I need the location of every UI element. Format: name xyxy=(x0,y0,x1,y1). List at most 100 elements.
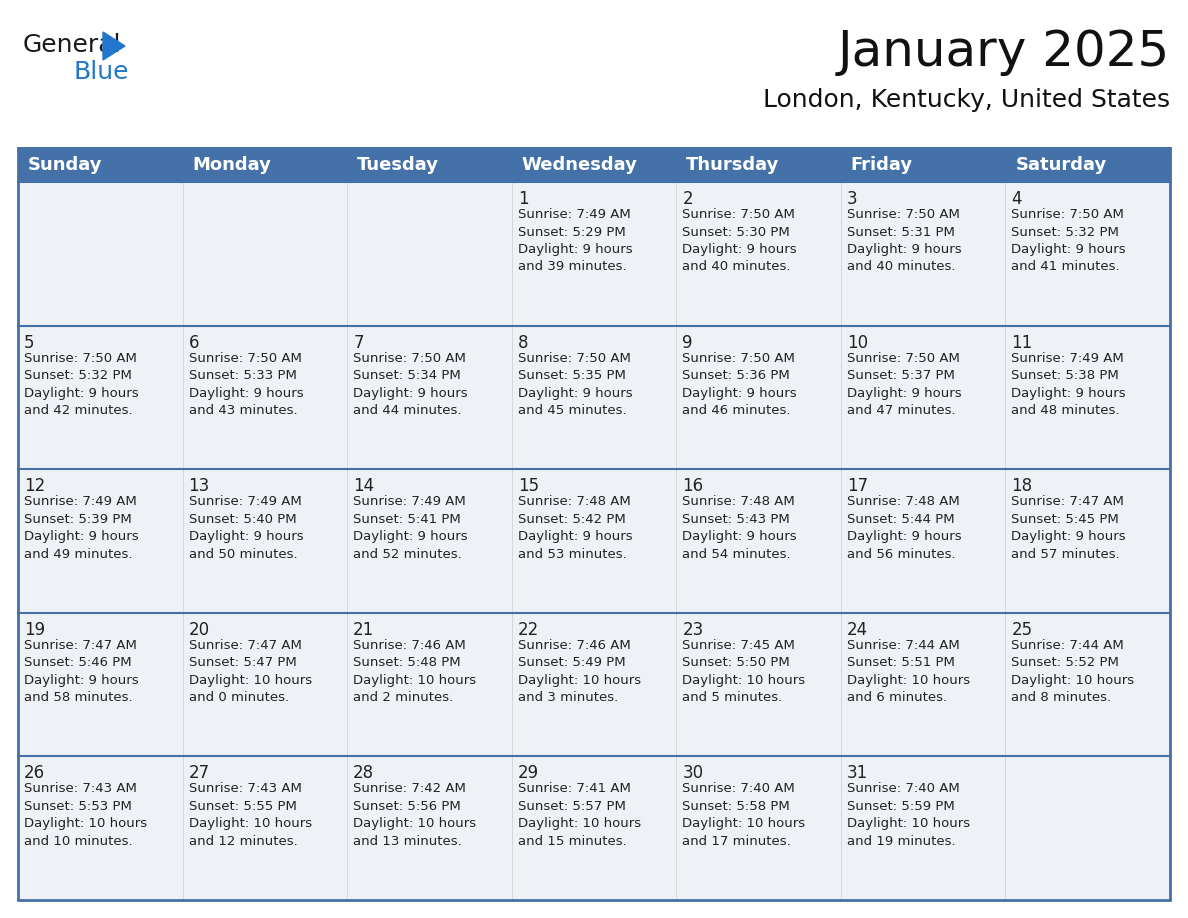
Text: Friday: Friday xyxy=(851,156,912,174)
Text: Thursday: Thursday xyxy=(687,156,779,174)
Bar xyxy=(183,182,347,326)
Text: Blue: Blue xyxy=(72,60,128,84)
Bar xyxy=(183,326,347,469)
Text: Sunrise: 7:50 AM
Sunset: 5:37 PM
Daylight: 9 hours
and 47 minutes.: Sunrise: 7:50 AM Sunset: 5:37 PM Dayligh… xyxy=(847,352,961,417)
Bar xyxy=(512,613,676,756)
Text: 17: 17 xyxy=(847,477,868,495)
Bar xyxy=(18,326,183,469)
Text: Sunrise: 7:49 AM
Sunset: 5:40 PM
Daylight: 9 hours
and 50 minutes.: Sunrise: 7:49 AM Sunset: 5:40 PM Dayligh… xyxy=(189,495,303,561)
Bar xyxy=(841,469,1005,613)
Text: General: General xyxy=(23,33,121,57)
Bar xyxy=(183,756,347,900)
Text: Sunrise: 7:50 AM
Sunset: 5:30 PM
Daylight: 9 hours
and 40 minutes.: Sunrise: 7:50 AM Sunset: 5:30 PM Dayligh… xyxy=(682,208,797,274)
Text: 31: 31 xyxy=(847,765,868,782)
Bar xyxy=(347,469,512,613)
Bar xyxy=(512,469,676,613)
Text: Sunrise: 7:42 AM
Sunset: 5:56 PM
Daylight: 10 hours
and 13 minutes.: Sunrise: 7:42 AM Sunset: 5:56 PM Dayligh… xyxy=(353,782,476,848)
Bar xyxy=(347,148,512,182)
Text: Monday: Monday xyxy=(192,156,271,174)
Text: Sunrise: 7:46 AM
Sunset: 5:49 PM
Daylight: 10 hours
and 3 minutes.: Sunrise: 7:46 AM Sunset: 5:49 PM Dayligh… xyxy=(518,639,640,704)
Bar xyxy=(1005,326,1170,469)
Text: Sunrise: 7:50 AM
Sunset: 5:34 PM
Daylight: 9 hours
and 44 minutes.: Sunrise: 7:50 AM Sunset: 5:34 PM Dayligh… xyxy=(353,352,468,417)
Bar xyxy=(676,613,841,756)
Text: Sunrise: 7:49 AM
Sunset: 5:41 PM
Daylight: 9 hours
and 52 minutes.: Sunrise: 7:49 AM Sunset: 5:41 PM Dayligh… xyxy=(353,495,468,561)
Text: 16: 16 xyxy=(682,477,703,495)
Text: 20: 20 xyxy=(189,621,210,639)
Text: Sunrise: 7:48 AM
Sunset: 5:42 PM
Daylight: 9 hours
and 53 minutes.: Sunrise: 7:48 AM Sunset: 5:42 PM Dayligh… xyxy=(518,495,632,561)
Bar xyxy=(347,182,512,326)
Text: 25: 25 xyxy=(1011,621,1032,639)
Bar xyxy=(841,148,1005,182)
Text: Sunrise: 7:48 AM
Sunset: 5:44 PM
Daylight: 9 hours
and 56 minutes.: Sunrise: 7:48 AM Sunset: 5:44 PM Dayligh… xyxy=(847,495,961,561)
Text: 26: 26 xyxy=(24,765,45,782)
Text: 12: 12 xyxy=(24,477,45,495)
Text: 19: 19 xyxy=(24,621,45,639)
Bar xyxy=(841,326,1005,469)
Bar xyxy=(676,326,841,469)
Bar xyxy=(18,148,183,182)
Text: 21: 21 xyxy=(353,621,374,639)
Bar xyxy=(841,613,1005,756)
Text: 9: 9 xyxy=(682,333,693,352)
Text: Sunrise: 7:50 AM
Sunset: 5:33 PM
Daylight: 9 hours
and 43 minutes.: Sunrise: 7:50 AM Sunset: 5:33 PM Dayligh… xyxy=(189,352,303,417)
Bar xyxy=(1005,613,1170,756)
Bar xyxy=(676,148,841,182)
Bar xyxy=(512,756,676,900)
Bar xyxy=(841,182,1005,326)
Text: Sunrise: 7:44 AM
Sunset: 5:51 PM
Daylight: 10 hours
and 6 minutes.: Sunrise: 7:44 AM Sunset: 5:51 PM Dayligh… xyxy=(847,639,969,704)
Text: Saturday: Saturday xyxy=(1016,156,1106,174)
Text: 27: 27 xyxy=(189,765,210,782)
Text: Tuesday: Tuesday xyxy=(358,156,440,174)
Bar xyxy=(841,756,1005,900)
Bar xyxy=(347,326,512,469)
Text: 3: 3 xyxy=(847,190,858,208)
Text: Sunrise: 7:48 AM
Sunset: 5:43 PM
Daylight: 9 hours
and 54 minutes.: Sunrise: 7:48 AM Sunset: 5:43 PM Dayligh… xyxy=(682,495,797,561)
Text: 13: 13 xyxy=(189,477,210,495)
Text: Sunrise: 7:50 AM
Sunset: 5:32 PM
Daylight: 9 hours
and 41 minutes.: Sunrise: 7:50 AM Sunset: 5:32 PM Dayligh… xyxy=(1011,208,1126,274)
Text: 28: 28 xyxy=(353,765,374,782)
Bar xyxy=(183,148,347,182)
Bar xyxy=(1005,148,1170,182)
Text: Sunrise: 7:47 AM
Sunset: 5:45 PM
Daylight: 9 hours
and 57 minutes.: Sunrise: 7:47 AM Sunset: 5:45 PM Dayligh… xyxy=(1011,495,1126,561)
Text: Wednesday: Wednesday xyxy=(522,156,638,174)
Text: Sunrise: 7:50 AM
Sunset: 5:31 PM
Daylight: 9 hours
and 40 minutes.: Sunrise: 7:50 AM Sunset: 5:31 PM Dayligh… xyxy=(847,208,961,274)
Bar xyxy=(512,182,676,326)
Text: 6: 6 xyxy=(189,333,200,352)
Text: London, Kentucky, United States: London, Kentucky, United States xyxy=(763,88,1170,112)
Text: Sunday: Sunday xyxy=(27,156,102,174)
Text: January 2025: January 2025 xyxy=(838,28,1170,76)
Text: 5: 5 xyxy=(24,333,34,352)
Text: 2: 2 xyxy=(682,190,693,208)
Bar xyxy=(512,326,676,469)
Text: 4: 4 xyxy=(1011,190,1022,208)
Polygon shape xyxy=(103,32,125,60)
Bar xyxy=(18,148,1170,900)
Text: Sunrise: 7:47 AM
Sunset: 5:47 PM
Daylight: 10 hours
and 0 minutes.: Sunrise: 7:47 AM Sunset: 5:47 PM Dayligh… xyxy=(189,639,311,704)
Bar xyxy=(1005,182,1170,326)
Text: 24: 24 xyxy=(847,621,868,639)
Text: Sunrise: 7:46 AM
Sunset: 5:48 PM
Daylight: 10 hours
and 2 minutes.: Sunrise: 7:46 AM Sunset: 5:48 PM Dayligh… xyxy=(353,639,476,704)
Text: 7: 7 xyxy=(353,333,364,352)
Text: 10: 10 xyxy=(847,333,868,352)
Text: Sunrise: 7:40 AM
Sunset: 5:59 PM
Daylight: 10 hours
and 19 minutes.: Sunrise: 7:40 AM Sunset: 5:59 PM Dayligh… xyxy=(847,782,969,848)
Text: 30: 30 xyxy=(682,765,703,782)
Text: Sunrise: 7:47 AM
Sunset: 5:46 PM
Daylight: 9 hours
and 58 minutes.: Sunrise: 7:47 AM Sunset: 5:46 PM Dayligh… xyxy=(24,639,139,704)
Text: 15: 15 xyxy=(518,477,539,495)
Bar xyxy=(676,182,841,326)
Text: Sunrise: 7:43 AM
Sunset: 5:55 PM
Daylight: 10 hours
and 12 minutes.: Sunrise: 7:43 AM Sunset: 5:55 PM Dayligh… xyxy=(189,782,311,848)
Bar xyxy=(512,148,676,182)
Text: Sunrise: 7:43 AM
Sunset: 5:53 PM
Daylight: 10 hours
and 10 minutes.: Sunrise: 7:43 AM Sunset: 5:53 PM Dayligh… xyxy=(24,782,147,848)
Bar xyxy=(1005,756,1170,900)
Text: Sunrise: 7:45 AM
Sunset: 5:50 PM
Daylight: 10 hours
and 5 minutes.: Sunrise: 7:45 AM Sunset: 5:50 PM Dayligh… xyxy=(682,639,805,704)
Text: 29: 29 xyxy=(518,765,539,782)
Text: 22: 22 xyxy=(518,621,539,639)
Bar xyxy=(183,469,347,613)
Bar xyxy=(18,182,183,326)
Bar xyxy=(676,469,841,613)
Text: Sunrise: 7:50 AM
Sunset: 5:32 PM
Daylight: 9 hours
and 42 minutes.: Sunrise: 7:50 AM Sunset: 5:32 PM Dayligh… xyxy=(24,352,139,417)
Text: Sunrise: 7:50 AM
Sunset: 5:36 PM
Daylight: 9 hours
and 46 minutes.: Sunrise: 7:50 AM Sunset: 5:36 PM Dayligh… xyxy=(682,352,797,417)
Text: 18: 18 xyxy=(1011,477,1032,495)
Text: 14: 14 xyxy=(353,477,374,495)
Text: Sunrise: 7:49 AM
Sunset: 5:38 PM
Daylight: 9 hours
and 48 minutes.: Sunrise: 7:49 AM Sunset: 5:38 PM Dayligh… xyxy=(1011,352,1126,417)
Text: 11: 11 xyxy=(1011,333,1032,352)
